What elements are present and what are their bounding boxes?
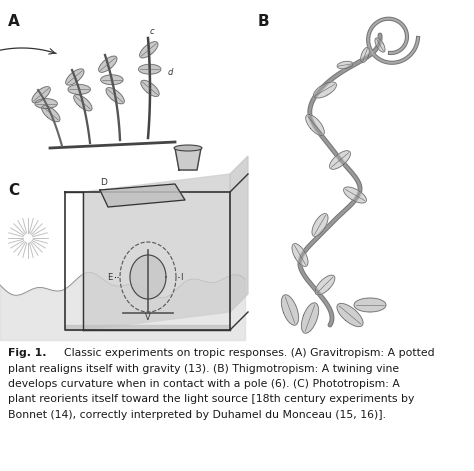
Polygon shape [312,213,328,236]
Polygon shape [314,82,337,98]
Ellipse shape [174,145,202,151]
Text: c: c [150,27,155,36]
Polygon shape [130,255,166,299]
Text: B: B [258,14,270,29]
Polygon shape [35,99,57,108]
Text: E: E [107,273,112,282]
Text: D: D [100,178,107,187]
Polygon shape [74,95,92,111]
Polygon shape [106,88,124,104]
Polygon shape [306,114,324,136]
Polygon shape [141,80,159,97]
Polygon shape [337,61,353,69]
Polygon shape [140,42,158,58]
Text: plant realigns itself with gravity (13). (B) Thigmotropism: A twining vine: plant realigns itself with gravity (13).… [8,364,399,374]
Polygon shape [66,69,84,85]
Text: Classic experiments on tropic responses. (A) Gravitropism: A potted: Classic experiments on tropic responses.… [50,348,435,358]
Text: V: V [145,313,151,322]
Text: A: A [8,14,20,29]
Polygon shape [282,295,299,325]
Polygon shape [175,148,201,170]
Text: C: C [8,183,19,198]
Polygon shape [68,84,91,94]
Polygon shape [42,106,60,122]
Polygon shape [354,298,386,312]
Polygon shape [100,75,123,85]
Polygon shape [361,48,369,63]
Polygon shape [65,325,230,330]
Polygon shape [32,87,50,103]
Polygon shape [344,187,366,203]
Polygon shape [315,275,335,295]
Polygon shape [375,38,385,52]
Polygon shape [329,151,350,169]
Text: develops curvature when in contact with a pole (6). (C) Phototropism: A: develops curvature when in contact with … [8,379,400,389]
Polygon shape [99,56,117,72]
Polygon shape [337,303,363,326]
Text: plant reorients itself toward the light source [18th century experiments by: plant reorients itself toward the light … [8,395,414,405]
Polygon shape [230,156,248,312]
Polygon shape [292,244,308,267]
Text: Fig. 1.: Fig. 1. [8,348,46,358]
Text: d: d [167,68,173,77]
Polygon shape [138,65,161,74]
Polygon shape [301,303,319,333]
Text: Bonnet (14), correctly interpreted by Duhamel du Monceau (15, 16)].: Bonnet (14), correctly interpreted by Du… [8,410,386,420]
Polygon shape [83,174,230,330]
Polygon shape [100,184,185,207]
Text: I: I [180,273,182,282]
